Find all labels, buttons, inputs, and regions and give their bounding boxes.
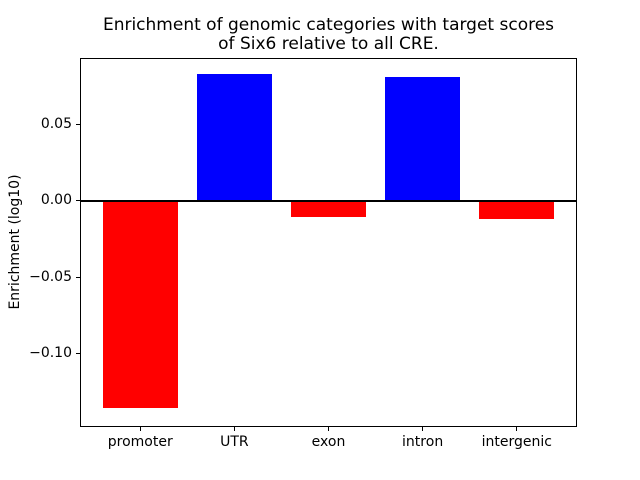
- bar-promoter: [102, 200, 178, 409]
- y-tick-label: 0.05: [40, 115, 72, 132]
- x-tick-mark: [422, 426, 424, 431]
- x-tick-mark: [328, 426, 329, 431]
- chart-title-line2: of Six6 relative to all CRE.: [218, 34, 439, 54]
- x-tick-mark: [233, 426, 235, 431]
- x-tick-label-intron: intron: [402, 433, 444, 450]
- bar-UTR: [196, 74, 273, 201]
- x-tick-label-promoter: promoter: [107, 433, 173, 450]
- y-tick-mark: [76, 123, 80, 125]
- x-tick-mark: [139, 426, 141, 431]
- y-tick-mark: [76, 200, 80, 202]
- x-tick-label-exon: exon: [311, 433, 346, 450]
- chart-title-line1: Enrichment of genomic categories with ta…: [102, 15, 555, 35]
- y-tick-label: 0.00: [40, 192, 72, 209]
- y-tick-mark: [76, 352, 80, 354]
- zero-line: [80, 199, 577, 202]
- bar-intergenic: [479, 200, 555, 220]
- bar-intron: [384, 76, 461, 201]
- chart-title: Enrichment of genomic categories with ta…: [80, 16, 577, 54]
- bar-exon: [290, 200, 367, 217]
- y-tick-mark: [76, 276, 80, 278]
- x-tick-mark: [516, 426, 518, 431]
- x-tick-label-UTR: UTR: [220, 433, 249, 450]
- x-tick-label-intergenic: intergenic: [481, 433, 552, 450]
- y-tick-label: −0.05: [29, 268, 72, 285]
- y-tick-label: −0.10: [29, 344, 72, 361]
